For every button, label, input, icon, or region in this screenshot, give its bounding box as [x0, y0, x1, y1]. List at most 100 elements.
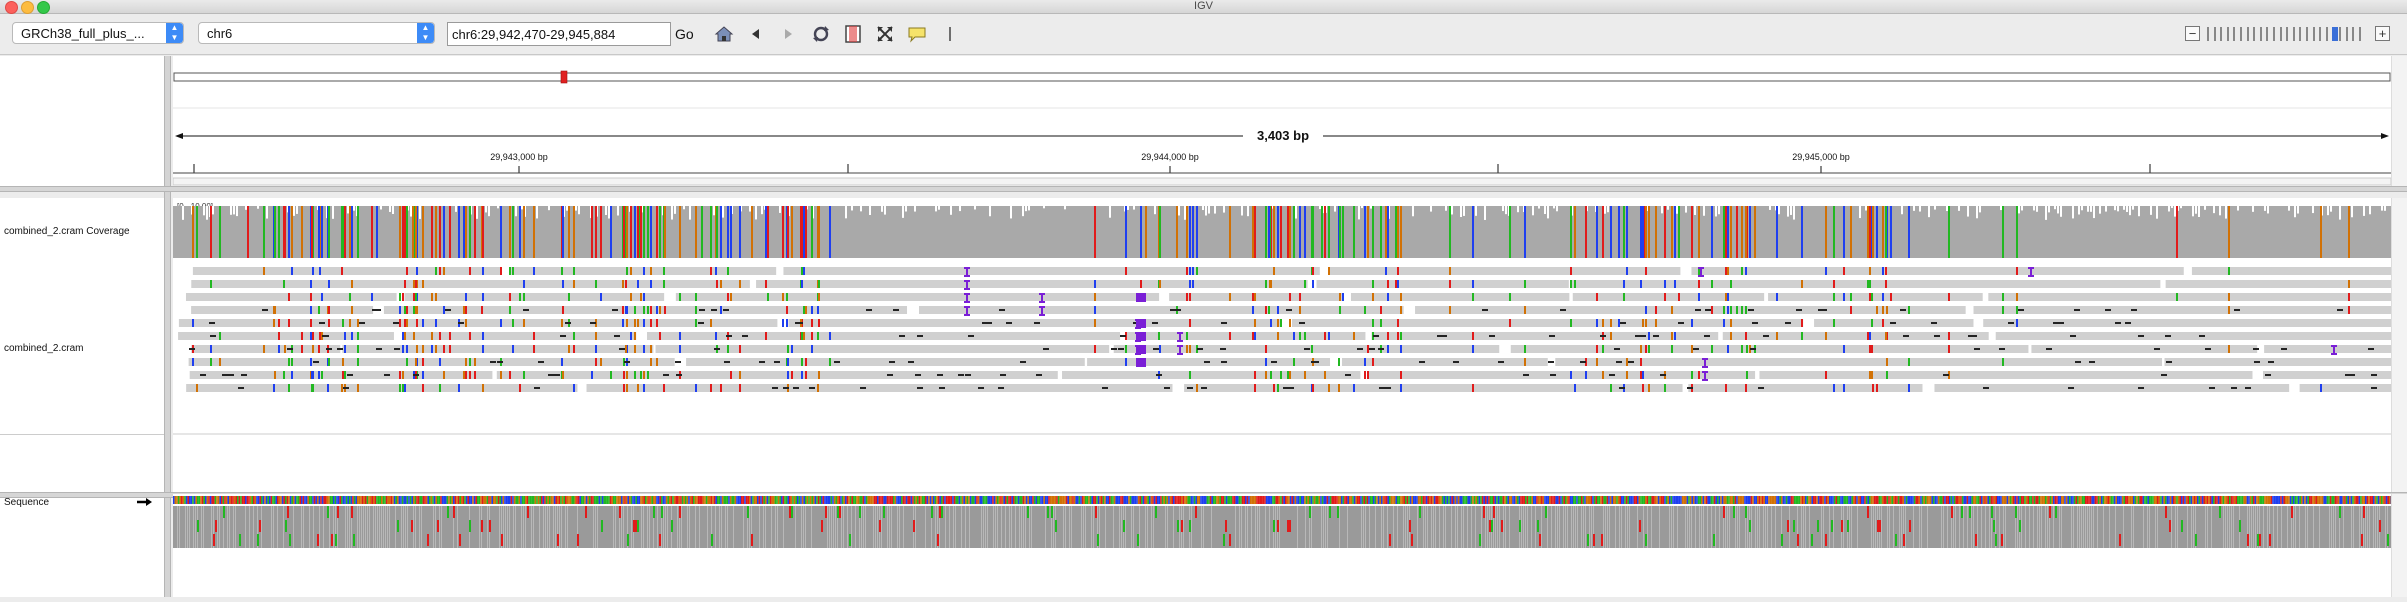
zoom-tick[interactable]	[2220, 27, 2222, 41]
back-icon[interactable]	[746, 24, 766, 44]
data-scrollbar-gutter[interactable]	[2391, 198, 2407, 492]
aligned-read[interactable]	[1184, 384, 1682, 392]
aligned-read[interactable]	[647, 332, 1120, 340]
aligned-read[interactable]	[919, 306, 1404, 314]
zoom-tick[interactable]	[2286, 27, 2288, 41]
zoom-slider[interactable]	[2207, 27, 2367, 41]
header-scrollbar[interactable]	[173, 178, 2391, 185]
header-scrollbar-gutter[interactable]	[2391, 56, 2407, 186]
zoom-tick[interactable]	[2313, 27, 2315, 41]
alignment-reads[interactable]	[178, 267, 2391, 392]
aligned-read[interactable]	[191, 280, 750, 288]
aligned-read[interactable]	[1511, 345, 2029, 353]
aligned-read[interactable]	[2165, 358, 2391, 366]
aligned-read[interactable]	[404, 293, 664, 301]
resize-to-window-icon[interactable]	[875, 24, 895, 44]
chromosome-dropdown[interactable]: chr6 ▲▼	[198, 22, 435, 44]
strand-arrow-icon[interactable]	[136, 497, 154, 507]
insertion-block[interactable]	[1136, 358, 1146, 367]
zoom-tick[interactable]	[2240, 27, 2242, 41]
aligned-read[interactable]	[783, 267, 1319, 275]
chromosome-ideogram[interactable]	[174, 73, 2390, 81]
zoom-in-button[interactable]: +	[2375, 26, 2390, 41]
aligned-read[interactable]	[186, 293, 397, 301]
zoom-tick[interactable]	[2207, 27, 2209, 41]
aligned-read[interactable]	[1573, 293, 1764, 301]
aligned-read[interactable]	[179, 319, 777, 327]
zoom-tick[interactable]	[2352, 27, 2354, 41]
aligned-read[interactable]	[1996, 332, 2391, 340]
aligned-read[interactable]	[1317, 280, 1569, 288]
zoom-tick[interactable]	[2227, 27, 2229, 41]
aligned-read[interactable]	[1988, 293, 2391, 301]
go-button[interactable]: Go	[675, 23, 694, 45]
insertion-block[interactable]	[1136, 332, 1146, 341]
zoom-tick[interactable]	[2253, 27, 2255, 41]
forward-icon[interactable]	[778, 24, 798, 44]
zoom-tick[interactable]	[2293, 27, 2295, 41]
home-icon[interactable]	[714, 24, 734, 44]
zoom-tick[interactable]	[2306, 27, 2308, 41]
aligned-read[interactable]	[384, 306, 907, 314]
feature-scrollbar-gutter[interactable]	[2391, 494, 2407, 597]
aligned-read[interactable]	[1369, 371, 1755, 379]
insertion-block[interactable]	[1136, 293, 1146, 302]
zoom-tick[interactable]	[2346, 27, 2348, 41]
popup-info-icon[interactable]	[907, 24, 927, 44]
aligned-read[interactable]	[1062, 371, 1360, 379]
zoom-tick[interactable]	[2319, 27, 2321, 41]
aligned-read[interactable]	[1555, 358, 2162, 366]
zoom-tick[interactable]	[2339, 27, 2341, 41]
zoom-tick[interactable]	[2214, 27, 2216, 41]
zoom-tick[interactable]	[2260, 27, 2262, 41]
zoom-tick[interactable]	[2273, 27, 2275, 41]
aligned-read[interactable]	[191, 306, 373, 314]
zoom-tick[interactable]	[2266, 27, 2268, 41]
aligned-read[interactable]	[1759, 371, 2252, 379]
aligned-read[interactable]	[2031, 345, 2257, 353]
aligned-read[interactable]	[1351, 293, 1569, 301]
coverage-track[interactable]	[173, 206, 2391, 258]
aligned-read[interactable]	[1572, 280, 2160, 288]
coverage-track-name[interactable]: combined_2.cram Coverage	[4, 226, 130, 237]
aligned-read[interactable]	[191, 345, 340, 353]
aligned-read[interactable]	[1688, 384, 1922, 392]
aligned-read[interactable]	[342, 345, 653, 353]
zoom-out-button[interactable]: −	[2185, 26, 2200, 41]
zoom-tick[interactable]	[2280, 27, 2282, 41]
insertion-block[interactable]	[1136, 319, 1146, 328]
aligned-read[interactable]	[676, 293, 1159, 301]
aligned-read[interactable]	[2300, 384, 2391, 392]
header-separator[interactable]	[0, 186, 2407, 192]
aligned-read[interactable]	[756, 280, 1308, 288]
alignment-canvas[interactable]: [0 - 10.00]	[173, 198, 2391, 492]
zoom-tick[interactable]	[2326, 27, 2328, 41]
locus-input[interactable]: chr6:29,942,470-29,945,884	[447, 22, 671, 46]
aligned-read[interactable]	[2192, 267, 2391, 275]
aligned-read[interactable]	[497, 371, 1058, 379]
aligned-read[interactable]	[1292, 319, 1803, 327]
aligned-read[interactable]	[1974, 306, 2391, 314]
aligned-read[interactable]	[190, 371, 493, 379]
aligned-read[interactable]	[656, 345, 1110, 353]
sequence-track-name[interactable]: Sequence	[4, 497, 49, 508]
genome-dropdown[interactable]: GRCh38_full_plus_... ▲▼	[12, 22, 184, 44]
zoom-tick[interactable]	[2359, 27, 2361, 41]
aligned-read[interactable]	[404, 332, 637, 340]
aligned-read[interactable]	[1691, 267, 2183, 275]
region-navigator-icon[interactable]	[843, 24, 863, 44]
refresh-icon[interactable]	[810, 24, 830, 44]
aligned-read[interactable]	[193, 267, 500, 275]
aligned-read[interactable]	[587, 384, 1173, 392]
zoom-tick[interactable]	[2247, 27, 2249, 41]
aligned-read[interactable]	[1768, 293, 1983, 301]
aligned-read[interactable]	[1372, 332, 1719, 340]
zoom-tick[interactable]	[2299, 27, 2301, 41]
aligned-read[interactable]	[1983, 319, 2391, 327]
zoom-slider-thumb[interactable]	[2332, 27, 2338, 41]
name-panel-divider[interactable]	[164, 56, 171, 597]
alignment-track-name[interactable]: combined_2.cram	[4, 343, 83, 354]
sequence-track[interactable]	[173, 494, 2391, 597]
zoom-tick[interactable]	[2233, 27, 2235, 41]
aligned-read[interactable]	[2166, 280, 2391, 288]
